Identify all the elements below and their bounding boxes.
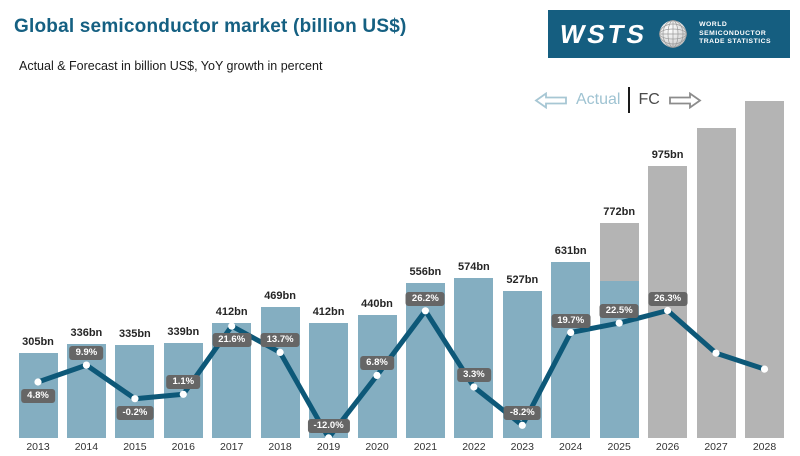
bar-segment-forecast — [599, 222, 639, 281]
bar-value-label-2022: 574bn — [457, 260, 490, 273]
x-tick-2020: 2020 — [365, 441, 389, 453]
logo-tagline-line: WORLD — [699, 20, 728, 28]
legend-fc-label: FC — [638, 91, 660, 108]
bar-2018 — [260, 307, 300, 438]
x-tick-2022: 2022 — [462, 441, 486, 453]
bar-value-label-2021: 556bn — [409, 265, 442, 278]
growth-chip-2013: 4.8% — [21, 389, 55, 403]
x-tick-2014: 2014 — [74, 441, 99, 453]
growth-chip-2015: -0.2% — [116, 405, 154, 420]
x-tick-2016: 2016 — [171, 441, 195, 453]
x-tick-2015: 2015 — [123, 441, 147, 453]
legend-actual-label: Actual — [576, 91, 621, 108]
growth-chip-2020: 6.8% — [360, 356, 394, 371]
logo-tagline-line: TRADE STATISTICS — [699, 38, 772, 46]
arrow-left-icon — [534, 91, 567, 109]
bar-2020 — [357, 315, 397, 438]
bar-2015 — [115, 344, 155, 438]
logo-tagline-line: SEMICONDUCTOR — [699, 29, 767, 37]
globe-icon — [659, 20, 687, 48]
growth-chip-2014: 9.9% — [69, 346, 104, 361]
x-tick-2028: 2028 — [752, 441, 777, 453]
bar-value-label-2018: 469bn — [264, 290, 296, 303]
bar-2021 — [405, 282, 445, 438]
bar-2016 — [163, 343, 203, 438]
x-tick-2013: 2013 — [26, 441, 50, 453]
bar-2028 — [745, 101, 784, 438]
bar-2022 — [454, 277, 494, 438]
growth-chip-2023: -8.2% — [503, 406, 541, 421]
bar-2024 — [551, 262, 591, 438]
bar-value-label-2017: 412bn — [215, 306, 248, 319]
x-tick-2021: 2021 — [413, 441, 438, 453]
bar-value-label-2020: 440bn — [361, 298, 393, 311]
page-title: Global semiconductor market (billion US$… — [14, 16, 407, 37]
x-tick-2025: 2025 — [607, 441, 631, 453]
x-tick-2027: 2027 — [704, 441, 728, 453]
growth-chip-2026: 26.3% — [648, 291, 688, 306]
bar-value-label-2025: 772bn — [603, 205, 636, 218]
x-tick-2018: 2018 — [268, 441, 292, 453]
bar-value-label-2023: 527bn — [506, 274, 539, 286]
bar-value-label-2024: 631bn — [554, 245, 587, 257]
x-tick-2026: 2026 — [655, 441, 680, 453]
x-tick-2024: 2024 — [559, 441, 583, 453]
x-tick-2023: 2023 — [510, 441, 534, 453]
growth-chip-2018: 13.7% — [260, 333, 300, 348]
growth-chip-2017: 21.6% — [212, 333, 252, 348]
growth-chip-2025: 22.5% — [599, 304, 639, 319]
bar-value-label-2016: 339bn — [167, 326, 200, 339]
chart-subtitle: Actual & Forecast in billion US$, YoY gr… — [19, 59, 323, 73]
growth-chip-2016: 1.1% — [166, 375, 201, 390]
x-tick-2017: 2017 — [220, 441, 244, 453]
growth-chip-2021: 26.2% — [405, 291, 445, 306]
legend-divider — [628, 87, 631, 113]
growth-chip-2019: -12.0% — [307, 418, 350, 433]
arrow-right-icon — [668, 91, 702, 109]
logo-tagline: WORLD SEMICONDUCTOR TRADE STATISTICS — [699, 21, 771, 47]
bar-value-label-2026: 975bn — [651, 149, 684, 161]
growth-chip-2022: 3.3% — [457, 368, 491, 382]
bar-2027 — [696, 127, 736, 438]
wsts-logo: WSTS WORLD SEMICONDUCTOR TRADE STATISTIC… — [548, 10, 790, 58]
actual-fc-legend: Actual FC — [534, 85, 702, 115]
bar-2025 — [599, 222, 639, 438]
growth-chip-2024: 19.7% — [551, 313, 591, 328]
x-tick-2019: 2019 — [316, 441, 341, 453]
